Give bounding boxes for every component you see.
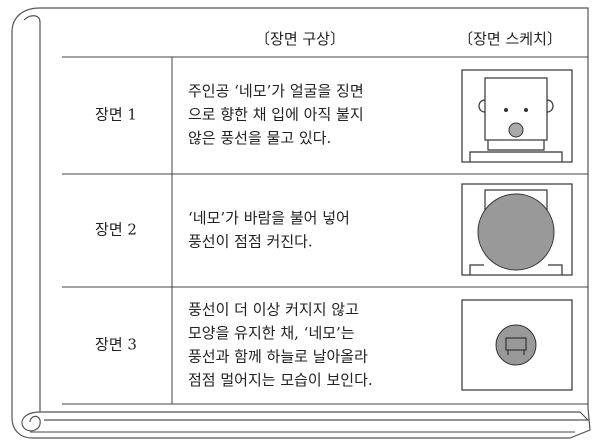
scene-description: ‘네모’가 바람을 불어 넣어 xyxy=(188,209,350,227)
table xyxy=(62,56,588,405)
scene-description: 풍선이 더 이상 커지지 않고 xyxy=(188,300,359,318)
scroll-frame xyxy=(11,7,591,439)
scene-description: 점점 멀어지는 모습이 보인다. xyxy=(188,371,373,389)
row-label: 장면 1 xyxy=(95,106,137,124)
scene-description: 풍선이 점점 커진다. xyxy=(188,232,313,250)
sketch-2 xyxy=(461,183,573,276)
sketch-1 xyxy=(461,69,573,163)
scene-description: 모양을 유지한 채, ‘네모’는 xyxy=(188,324,355,342)
sketch-3 xyxy=(461,299,573,391)
row-label: 장면 2 xyxy=(95,221,137,239)
column-header: 〔장면 구상〕 xyxy=(255,30,345,48)
row-label: 장면 3 xyxy=(95,336,137,354)
column-header: 〔장면 스케치〕 xyxy=(458,30,562,48)
scene-description: 으로 향한 채 입에 아직 불지 xyxy=(188,106,364,124)
scene-description: 풍선과 함께 하늘로 날아올라 xyxy=(188,347,368,365)
scene-description: 않은 풍선을 물고 있다. xyxy=(188,129,331,147)
scene-description: 주인공 ‘네모’가 얼굴을 징면 xyxy=(188,82,364,100)
